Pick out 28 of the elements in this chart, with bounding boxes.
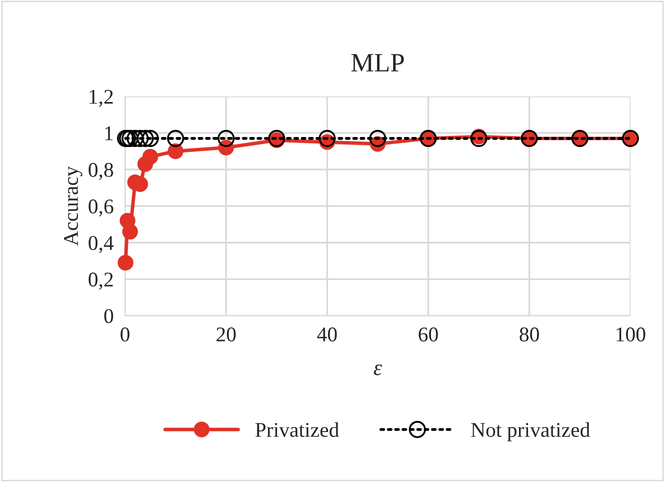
point xyxy=(369,130,386,147)
x-tick-label: 40 xyxy=(317,327,337,342)
point xyxy=(218,130,235,147)
point xyxy=(136,130,154,147)
chart-title: MLP xyxy=(351,54,404,72)
x-tick-label: 80 xyxy=(520,327,539,342)
y-tick-label: 1,2 xyxy=(90,90,113,107)
y-axis-title: Accuracy xyxy=(64,166,82,246)
point xyxy=(142,130,159,147)
y-tick-label: 0,4 xyxy=(88,236,114,254)
x-tick-label: 0 xyxy=(120,327,130,342)
point xyxy=(122,224,138,240)
x-tick-label: 20 xyxy=(216,327,236,342)
x-tick-label: 100 xyxy=(616,327,646,342)
point xyxy=(318,130,336,147)
x-tick-label: 60 xyxy=(418,327,438,342)
point xyxy=(168,143,184,160)
legend-label: Not privatized xyxy=(471,422,590,442)
x-axis-title: ε xyxy=(374,364,382,376)
point xyxy=(118,254,134,271)
y-tick-label: 0,8 xyxy=(88,162,114,180)
y-tick-label: 0,2 xyxy=(88,272,113,290)
point xyxy=(142,148,158,165)
legend-label: Privatized xyxy=(255,422,339,437)
point xyxy=(167,130,184,147)
y-tick-label: 0 xyxy=(104,309,114,324)
y-tick-label: 0,6 xyxy=(88,199,114,216)
y-tick-label: 1 xyxy=(105,126,113,140)
